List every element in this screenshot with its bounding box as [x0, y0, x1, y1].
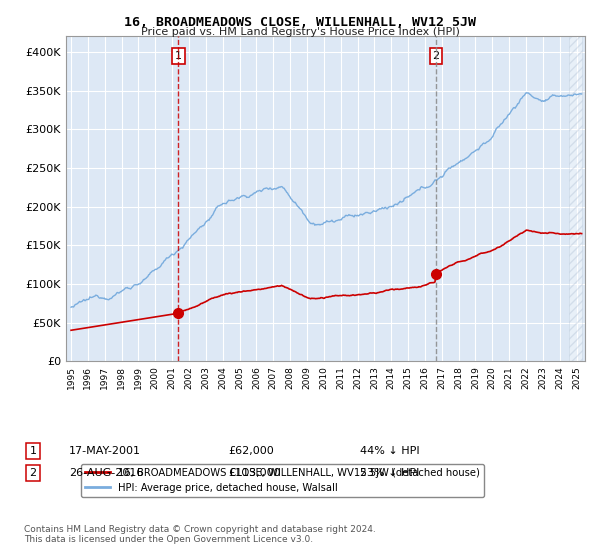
Text: £62,000: £62,000 — [228, 446, 274, 456]
Text: Contains HM Land Registry data © Crown copyright and database right 2024.
This d: Contains HM Land Registry data © Crown c… — [24, 525, 376, 544]
Text: 2: 2 — [433, 51, 439, 60]
Text: 17-MAY-2001: 17-MAY-2001 — [69, 446, 141, 456]
Legend: 16, BROADMEADOWS CLOSE, WILLENHALL, WV12 5JW (detached house), HPI: Average pric: 16, BROADMEADOWS CLOSE, WILLENHALL, WV12… — [82, 464, 484, 497]
Text: £113,000: £113,000 — [228, 468, 281, 478]
Text: 26-AUG-2016: 26-AUG-2016 — [69, 468, 143, 478]
Text: 1: 1 — [175, 51, 182, 60]
Text: 1: 1 — [29, 446, 37, 456]
Text: 44% ↓ HPI: 44% ↓ HPI — [360, 446, 419, 456]
Text: 16, BROADMEADOWS CLOSE, WILLENHALL, WV12 5JW: 16, BROADMEADOWS CLOSE, WILLENHALL, WV12… — [124, 16, 476, 29]
Text: 2: 2 — [29, 468, 37, 478]
Text: Price paid vs. HM Land Registry's House Price Index (HPI): Price paid vs. HM Land Registry's House … — [140, 27, 460, 37]
Text: 53% ↓ HPI: 53% ↓ HPI — [360, 468, 419, 478]
